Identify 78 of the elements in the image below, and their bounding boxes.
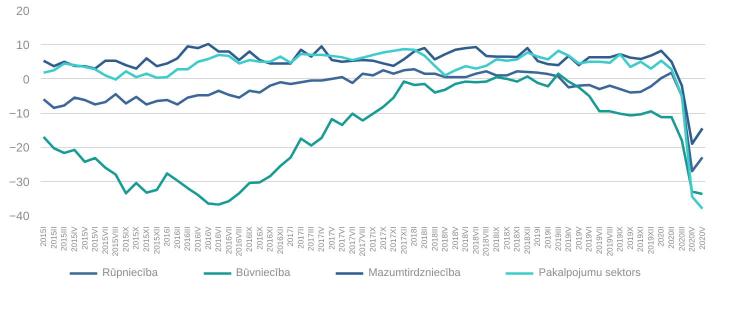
x-tick-label: 2019VIII [605,226,614,256]
x-tick-label: 2015XI [142,226,152,252]
x-tick-label: 2016IV [194,226,202,252]
line-series [42,48,704,210]
x-tick-label: 2017IX [368,226,378,252]
x-tick-label: 2019II [544,226,552,249]
x-tick-label: 2018V [450,226,460,250]
x-tick-label: 2016X [255,226,264,250]
x-tick-label: 2015I [39,226,48,247]
x-tick-label: 2016II [172,226,182,249]
x-tick-label: 2017X [378,226,388,250]
y-tick-label: −20 [9,140,30,155]
x-tick-label: 2019XI [636,226,646,252]
legend-label: Pakalpojumu sektors [538,267,641,279]
x-tick-label: 2019III [554,226,563,251]
x-tick-label: 2018III [430,226,440,251]
x-tick-label: 2019X [626,226,635,250]
x-tick-label: 2017V [327,226,336,250]
x-tick-label: 2016XI [266,226,275,252]
legend-label: Mazumtirdzniecība [368,267,461,279]
x-tick-label: 2017XII [399,226,408,254]
x-tick-label: 2018XII [522,226,532,254]
x-tick-label: 2018IV [440,226,450,252]
x-tick-label: 2018XI [512,226,522,252]
x-tick-label: 2020I [656,226,666,247]
x-tick-label: 2020II [667,226,676,249]
x-tick-label: 2015VIII [111,226,120,256]
y-tick-label: −10 [9,106,30,120]
x-tick-label: 2019I [533,226,542,247]
y-tick-label: 0 [22,72,30,86]
x-tick-label: 2019V [574,226,584,250]
x-tick-label: 2019VI [584,226,594,252]
x-tick-label: 2018VI [461,226,470,252]
x-tick-label: 2018I [410,226,419,247]
legend-label: Rūpniecība [102,267,158,279]
y-tick-label: −40 [9,209,30,223]
x-tick-label: 2020IV [688,226,697,252]
x-tick-label: 2017VI [338,226,347,252]
x-tick-label: 2015IX [121,226,130,252]
x-tick-label: 2019VII [594,226,604,254]
x-tick-label: 2015X [132,226,141,250]
y-tick-label: 20 [16,4,30,18]
line-series [42,72,704,206]
x-tick-label: 2017VIII [358,226,368,256]
x-tick-label: 2019XII [646,226,656,254]
x-tick-label: 2016I [162,226,172,247]
x-tick-label: 2017III [306,226,316,251]
legend-label: Būvniecība [236,267,290,279]
x-tick-label: 2018IX [492,226,502,252]
x-tick-label: 2018VIII [482,226,491,256]
x-tick-label: 2018II [420,226,429,249]
x-tick-label: 2017VII [348,226,357,254]
x-tick-label: 2020V [698,226,707,250]
x-tick-label: 2016VIII [234,226,244,256]
x-tick-label: 2016VII [224,226,234,254]
y-tick-label: −30 [9,174,30,189]
x-tick-label: 2015XII [152,226,162,254]
x-tick-label: 2017XI [389,226,398,252]
x-tick-label: 2016IX [244,226,254,252]
x-tick-label: 2017I [286,226,296,247]
x-tick-label: 2017II [296,226,306,249]
x-tick-label: 2015II [49,226,58,249]
x-tick-label: 2018X [502,226,512,250]
x-tick-label: 2020III [677,226,686,251]
x-tick-label: 2017IV [317,226,326,252]
x-tick-label: 2019IV [564,226,574,252]
x-tick-label: 2016III [183,226,192,251]
x-tick-label: 2015VII [100,226,110,254]
x-tick-label: 2015VI [90,226,100,252]
x-tick-label: 2015V [80,226,90,250]
x-tick-label: 2019IX [616,226,625,252]
x-tick-label: 2016XII [276,226,285,254]
y-tick-label: 10 [16,38,30,52]
x-tick-label: 2016VI [214,226,224,252]
x-tick-label: 2015III [60,226,69,251]
x-tick-label: 2016V [204,226,213,250]
x-tick-label: 2018VII [471,226,480,254]
x-tick-label: 2015IV [70,226,79,252]
